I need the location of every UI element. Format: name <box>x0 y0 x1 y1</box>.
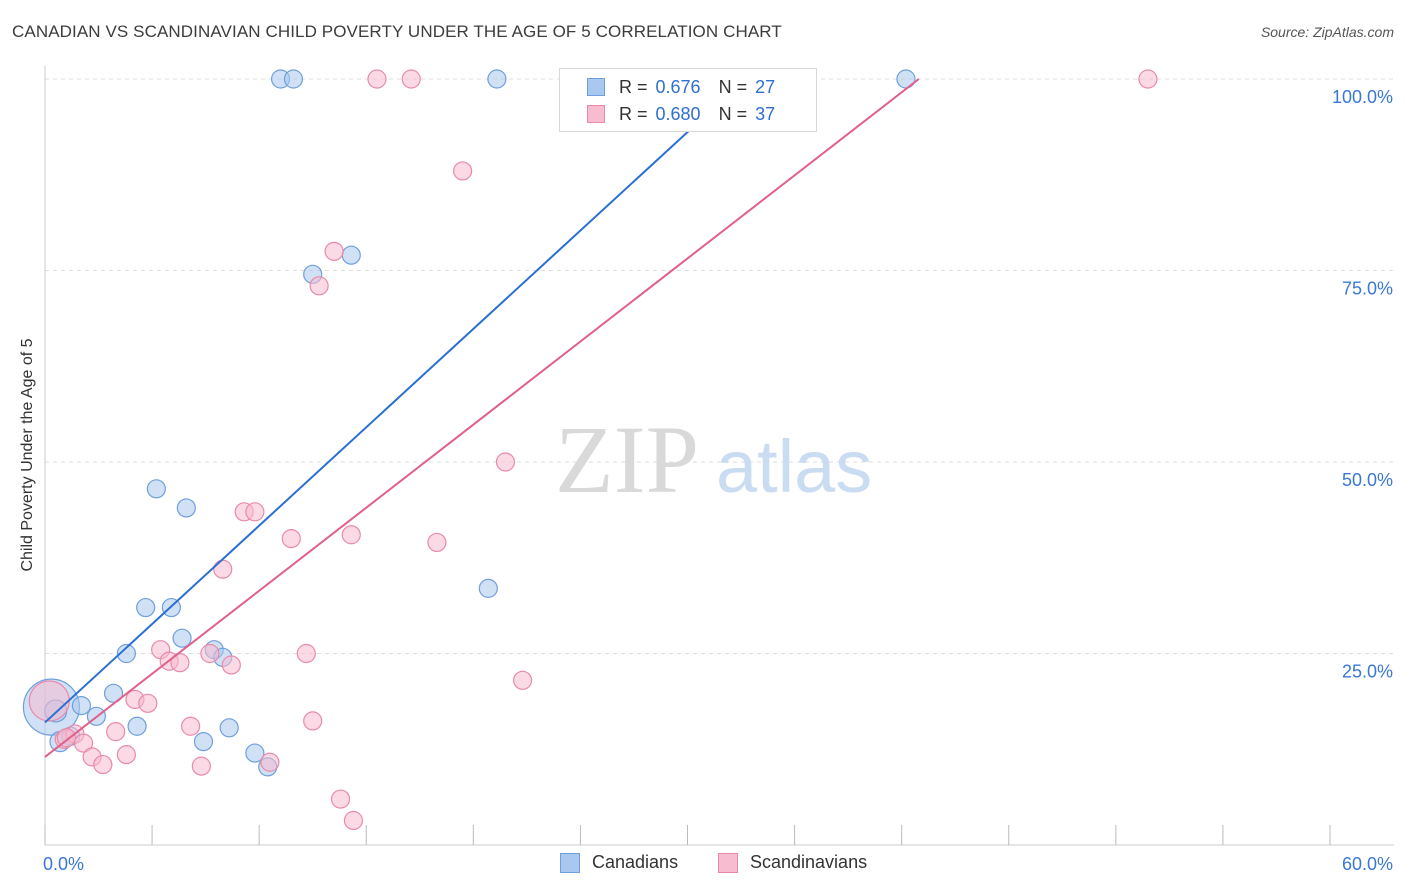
canadian-point <box>172 628 192 648</box>
r-label: R = <box>619 76 648 97</box>
y-tick-label: 50.0% <box>1342 470 1393 490</box>
canadian-point <box>127 716 147 736</box>
scandinavians-trend-line <box>44 78 920 758</box>
r-value: 0.680 <box>655 103 701 124</box>
scandinavian-point <box>495 452 516 472</box>
canadian-point <box>176 498 196 518</box>
scandinavian-point <box>512 670 533 690</box>
n-value: 27 <box>755 76 776 97</box>
scandinavian-point <box>341 525 361 545</box>
canadian-point <box>136 597 156 618</box>
scandinavian-point <box>200 643 220 664</box>
scandinavian-point <box>401 69 421 89</box>
scandinavian-point <box>303 711 323 731</box>
legend-row-scandinavians: R = 0.680 N = 37 <box>587 102 775 126</box>
r-value: 0.676 <box>655 76 701 97</box>
canadian-point <box>245 743 265 763</box>
scandinavian-point <box>138 693 158 713</box>
scandinavian-point <box>309 276 329 296</box>
scandinavian-point <box>28 680 70 722</box>
scandinavian-point <box>296 643 316 664</box>
watermark-atlas: atlas <box>716 425 872 508</box>
scandinavian-point <box>221 655 241 675</box>
scandinavian-point <box>56 728 77 748</box>
canadian-point <box>219 718 239 738</box>
canadian-point <box>341 245 361 265</box>
canadian-point <box>146 479 166 499</box>
canadian-point <box>193 731 214 752</box>
canadians-swatch <box>587 78 605 96</box>
canadian-point <box>283 69 304 89</box>
trend-layer <box>44 78 920 758</box>
scandinavian-point <box>181 716 201 736</box>
scandinavian-point <box>324 241 344 261</box>
watermark-zip: ZIP <box>555 406 699 513</box>
scandinavians-legend-label: Scandinavians <box>750 852 868 872</box>
tick-label-layer: 25.0% 50.0% 75.0% 100.0% 0.0% 60.0% <box>43 87 1393 874</box>
scandinavian-point <box>343 810 363 831</box>
scandinavian-point <box>1138 69 1158 89</box>
y-axis-label: Child Poverty Under the Age of 5 <box>19 338 36 572</box>
scandinavian-point <box>367 69 387 89</box>
r-label: R = <box>619 103 648 124</box>
correlation-legend: R = 0.676 N = 27 R = 0.680 N = 37 <box>559 68 817 132</box>
canadian-point <box>478 578 498 598</box>
canadian-point <box>71 695 92 716</box>
y-tick-label: 25.0% <box>1342 662 1393 682</box>
y-tick-label: 75.0% <box>1342 279 1393 299</box>
scandinavian-point <box>427 532 447 553</box>
x-tick-label: 0.0% <box>43 854 84 874</box>
y-tick-label: 100.0% <box>1332 87 1393 107</box>
n-label: N = <box>718 76 748 97</box>
scandinavian-point <box>116 745 136 765</box>
legend-row-canadians: R = 0.676 N = 27 <box>587 75 775 99</box>
scandinavian-point <box>93 754 113 775</box>
scandinavian-point <box>245 502 265 522</box>
scandinavian-point <box>213 559 233 579</box>
scandinavians-legend-swatch <box>718 852 738 873</box>
canadians-legend-label: Canadians <box>592 852 679 872</box>
scandinavian-point <box>260 752 280 772</box>
scandinavian-point <box>106 722 126 742</box>
scandinavian-point <box>330 789 351 809</box>
scandinavian-point <box>453 161 473 181</box>
scandinavian-point <box>281 528 301 549</box>
canadians-trend-line <box>44 78 747 724</box>
canadians-legend-swatch <box>560 852 580 873</box>
grid-layer <box>45 78 1394 654</box>
x-tick-label: 60.0% <box>1342 854 1393 874</box>
n-label: N = <box>718 103 748 124</box>
legend-item-scandinavians[interactable]: Scandinavians <box>718 852 867 873</box>
scandinavian-point <box>170 653 190 673</box>
chart-title: CANADIAN VS SCANDINAVIAN CHILD POVERTY U… <box>12 22 782 41</box>
scandinavian-point <box>191 756 211 776</box>
canadian-point <box>116 643 136 664</box>
canadian-point <box>103 683 124 703</box>
scandinavian-point <box>73 733 94 753</box>
n-value: 37 <box>755 103 776 124</box>
canadian-point <box>487 69 507 89</box>
point-layer <box>22 69 1158 831</box>
scandinavians-swatch <box>587 105 605 123</box>
legend-item-canadians[interactable]: Canadians <box>560 852 678 873</box>
source-credit: Source: ZipAtlas.com <box>1260 24 1394 40</box>
